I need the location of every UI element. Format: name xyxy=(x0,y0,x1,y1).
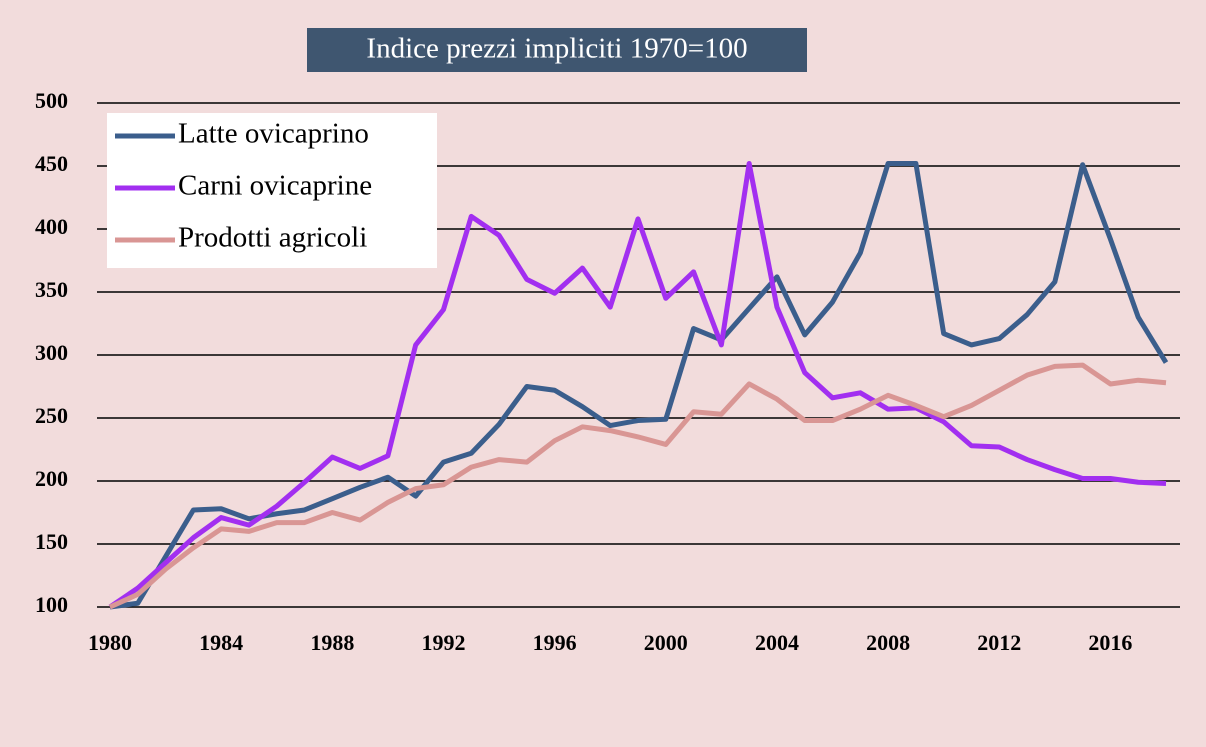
grid: 100 150 200 250 300 350 400 450 500 1980 1984 1988 1… xyxy=(35,88,1180,655)
lines xyxy=(108,160,1169,610)
legend-label: Carni ovicaprine xyxy=(178,170,372,202)
legend: Latte ovicaprino Carni ovicaprine Prodotti… xyxy=(107,113,437,268)
y-tick-label: 100 xyxy=(35,592,68,617)
series-line xyxy=(108,160,1167,610)
chart-title: Indice prezzi impliciti 1970=100 xyxy=(366,33,747,65)
y-tick-label: 250 xyxy=(35,403,68,428)
legend-label: Prodotti agricoli xyxy=(178,222,367,254)
title-box xyxy=(307,28,807,72)
y-tick-label: 150 xyxy=(35,529,68,554)
y-tick-label: 500 xyxy=(35,88,68,113)
x-tick-label: 2012 xyxy=(977,630,1021,655)
y-tick-label: 300 xyxy=(35,340,68,365)
x-tick-label: 1996 xyxy=(533,630,577,655)
x-tick-label: 2000 xyxy=(644,630,688,655)
y-tick-label: 200 xyxy=(35,466,68,491)
x-tick-label: 1992 xyxy=(421,630,465,655)
y-tick-label: 350 xyxy=(35,277,68,302)
legend-label: Latte ovicaprino xyxy=(178,118,369,150)
x-tick-label: 2008 xyxy=(866,630,910,655)
x-tick-label: 2016 xyxy=(1088,630,1132,655)
series-line xyxy=(108,362,1167,610)
y-tick-label: 400 xyxy=(35,214,68,239)
y-tick-label: 450 xyxy=(35,151,68,176)
x-tick-label: 1984 xyxy=(199,630,243,655)
x-tick-label: 1988 xyxy=(310,630,354,655)
x-tick-label: 2004 xyxy=(755,630,799,655)
series-line xyxy=(109,160,1169,610)
x-tick-label: 1980 xyxy=(88,630,132,655)
